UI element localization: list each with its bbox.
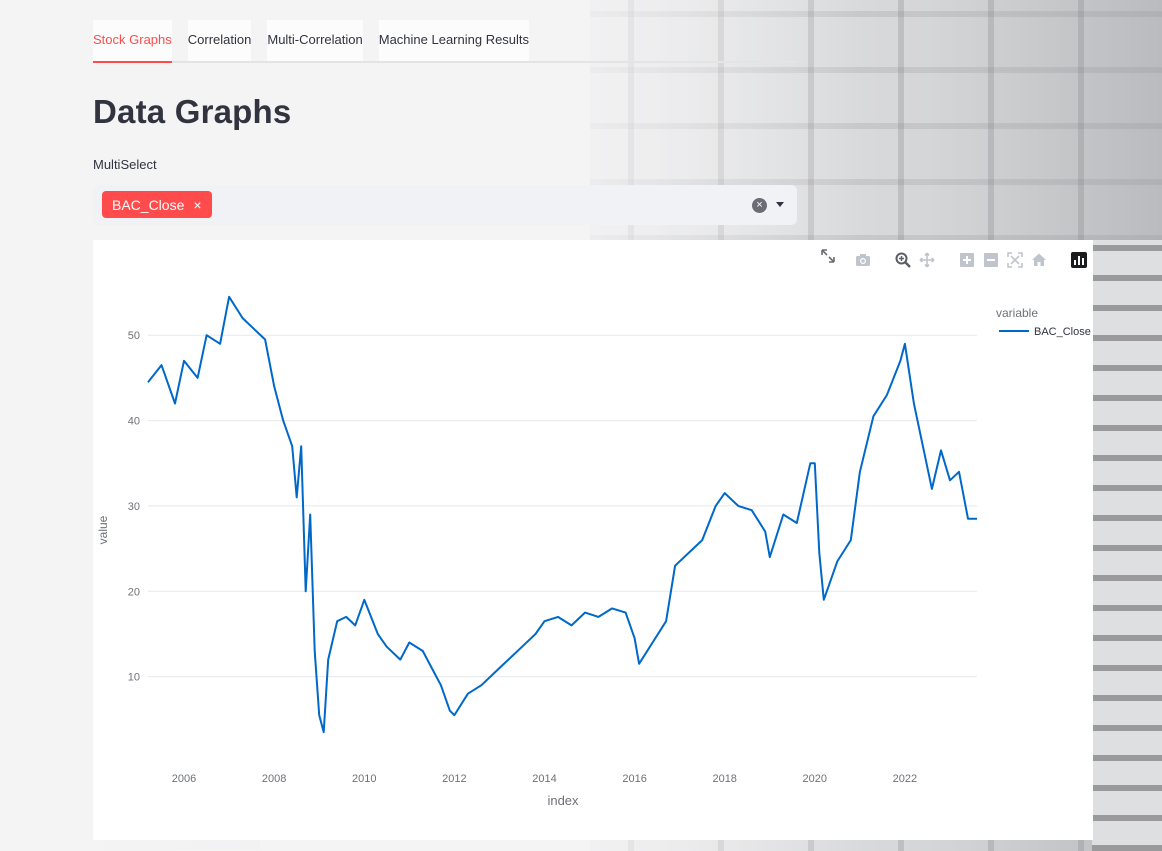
x-tick-label: 2012 (442, 773, 466, 785)
x-axis-title: index (547, 793, 579, 808)
y-tick-label: 30 (128, 501, 140, 513)
line-chart[interactable]: 10 20 30 40 50 2006 2008 2010 2012 2014 2016 2018 2… (93, 240, 1093, 840)
x-tick-label: 2022 (893, 773, 917, 785)
multiselect-input[interactable]: BAC_Close × × (93, 185, 797, 225)
page-title: Data Graphs (93, 93, 292, 130)
series-line-bac-close (147, 295, 977, 734)
x-tick-label: 2010 (352, 773, 376, 785)
autoscale-icon[interactable] (1007, 252, 1023, 268)
x-tick-label: 2014 (532, 773, 556, 785)
tab-machine-learning-results[interactable]: Machine Learning Results (378, 20, 530, 61)
plotly-logo-icon[interactable] (1071, 252, 1087, 268)
zoom-in-icon[interactable] (959, 252, 975, 268)
camera-icon[interactable] (855, 252, 871, 268)
tab-stock-graphs[interactable]: Stock Graphs (93, 20, 172, 63)
zoom-icon[interactable] (895, 252, 911, 268)
x-tick-label: 2016 (622, 773, 646, 785)
y-tick-label: 20 (128, 586, 140, 598)
multiselect-label: MultiSelect (93, 157, 157, 172)
x-tick-label: 2018 (712, 773, 736, 785)
pan-icon[interactable] (919, 252, 935, 268)
home-icon[interactable] (1031, 252, 1047, 268)
y-tick-label: 10 (128, 672, 140, 684)
chart-modebar (855, 252, 1087, 268)
legend-item-bac-close[interactable]: BAC_Close (1034, 326, 1091, 338)
fullscreen-icon[interactable] (815, 243, 841, 269)
y-tick-label: 50 (128, 330, 140, 342)
zoom-out-icon[interactable] (983, 252, 999, 268)
clear-all-icon[interactable]: × (752, 198, 767, 213)
tab-correlation[interactable]: Correlation (187, 20, 252, 61)
selected-chip: BAC_Close × (102, 191, 212, 218)
x-tick-label: 2020 (803, 773, 827, 785)
tab-bar: Stock Graphs Correlation Multi-Correlati… (93, 20, 797, 63)
chevron-down-icon[interactable] (776, 202, 784, 207)
chart-container: 10 20 30 40 50 2006 2008 2010 2012 2014 2016 2018 2… (93, 240, 1093, 840)
legend-title: variable (996, 306, 1038, 320)
building-right (1092, 240, 1162, 851)
y-tick-label: 40 (128, 416, 140, 428)
x-tick-label: 2008 (262, 773, 286, 785)
chip-label: BAC_Close (112, 196, 185, 213)
chip-remove-icon[interactable]: × (193, 196, 202, 213)
y-axis-title: value (96, 515, 110, 544)
x-tick-label: 2006 (172, 773, 196, 785)
tab-multi-correlation[interactable]: Multi-Correlation (267, 20, 363, 61)
